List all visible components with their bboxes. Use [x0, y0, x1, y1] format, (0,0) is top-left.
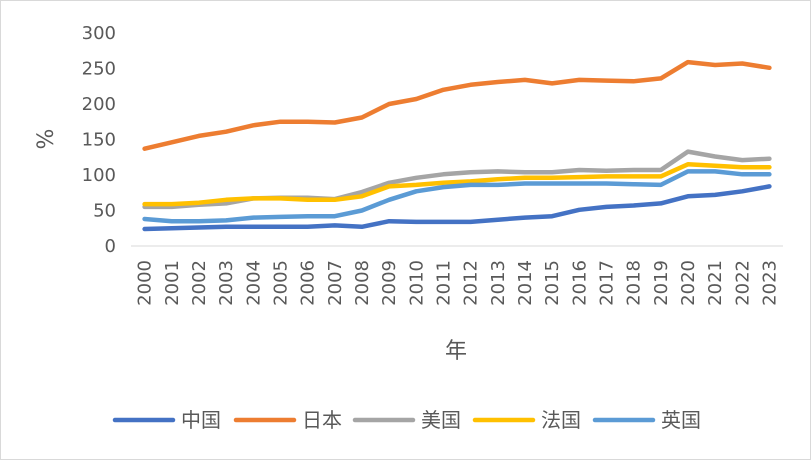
legend-label: 英国 [661, 408, 701, 432]
x-tick-label: 2012 [461, 260, 482, 306]
series-line [142, 169, 772, 224]
legend-item: 日本 [233, 408, 342, 432]
x-tick-label: 2007 [325, 260, 346, 306]
legend-item: 中国 [112, 408, 221, 432]
series-line [142, 184, 772, 232]
x-tick-label: 2013 [488, 260, 509, 306]
legend-item: 英国 [592, 408, 701, 432]
x-tick-label: 2002 [189, 260, 210, 306]
x-tick-label: 2005 [270, 260, 291, 306]
x-tick-label: 2011 [433, 260, 454, 306]
y-tick-label: 300 [82, 23, 116, 44]
legend-label: 美国 [421, 408, 461, 432]
x-tick-label: 2019 [651, 260, 672, 306]
x-tick-label: 2003 [216, 260, 237, 306]
x-tick-label: 2004 [243, 260, 264, 306]
x-tick-label: 2023 [759, 260, 780, 306]
x-tick-label: 2016 [569, 260, 590, 306]
x-axis-title: 年 [445, 339, 467, 364]
x-tick-label: 2006 [298, 260, 319, 306]
x-tick-label: 2022 [732, 260, 753, 306]
x-axis-ticks: 2000 2001 2002 2003 2004 2005 2006 2007 2008 2009… [135, 260, 781, 306]
y-tick-label: 150 [82, 130, 116, 151]
x-tick-label: 2018 [624, 260, 645, 306]
legend-label: 日本 [302, 408, 342, 432]
y-tick-label: 0 [105, 236, 116, 257]
series-lines [142, 59, 772, 232]
legend-item: 美国 [352, 408, 461, 432]
y-tick-label: 50 [93, 201, 116, 222]
y-axis-ticks: 0 50 100 150 200 250 300 [82, 23, 116, 257]
x-tick-label: 2015 [542, 260, 563, 306]
legend-item: 法国 [472, 408, 581, 432]
y-axis-title: % [34, 129, 59, 150]
legend-label: 法国 [541, 408, 581, 432]
x-tick-label: 2009 [379, 260, 400, 306]
x-tick-label: 2008 [352, 260, 373, 306]
legend-label: 中国 [181, 408, 221, 432]
x-tick-label: 2010 [406, 260, 427, 306]
series-line [142, 59, 772, 151]
x-tick-label: 2017 [596, 260, 617, 306]
y-tick-label: 250 [82, 59, 116, 80]
y-tick-label: 100 [82, 165, 116, 186]
x-tick-label: 2021 [705, 260, 726, 306]
x-tick-label: 2000 [135, 260, 156, 306]
x-tick-label: 2014 [515, 260, 536, 306]
x-tick-label: 2001 [162, 260, 183, 306]
series-line [142, 162, 772, 207]
y-tick-label: 200 [82, 94, 116, 115]
legend: 中国 日本 美国 法国 英国 [112, 408, 701, 432]
x-tick-label: 2020 [678, 260, 699, 306]
